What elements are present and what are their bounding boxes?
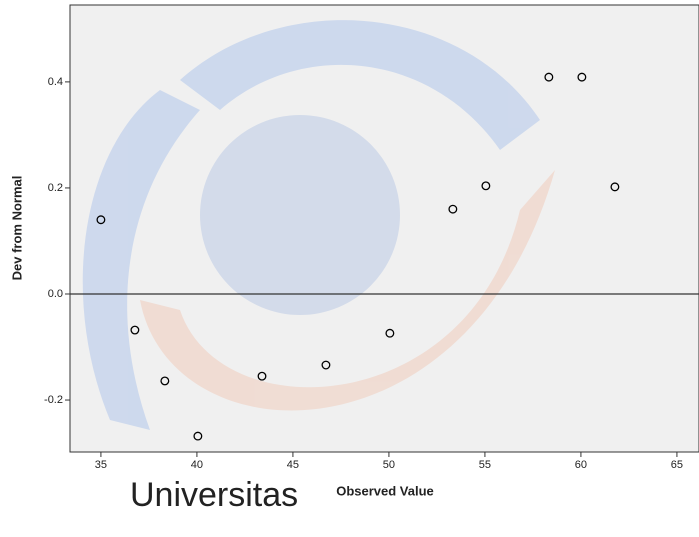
point: [385, 328, 395, 338]
x-tick-label: 50: [383, 459, 395, 471]
plot-area: [69, 4, 699, 453]
point: [193, 431, 203, 441]
x-tick-label: 60: [575, 459, 587, 471]
point: [610, 182, 620, 192]
y-tick-label: -0.2: [44, 394, 63, 406]
y-tick-label: 0.2: [48, 182, 63, 194]
point: [130, 325, 140, 335]
x-tick-label: 65: [671, 459, 683, 471]
point: [481, 181, 491, 191]
y-tick-label: 0.0: [48, 288, 63, 300]
watermark: Universitas: [130, 476, 298, 514]
x-tick-label: 55: [479, 459, 491, 471]
point: [448, 204, 458, 214]
x-tick-label: 40: [191, 459, 203, 471]
point: [96, 215, 106, 225]
x-tick-label: 35: [95, 459, 107, 471]
watermark-graphic: [82, 20, 555, 430]
point: [321, 360, 331, 370]
point: [160, 376, 170, 386]
y-axis-label: Dev from Normal: [9, 176, 24, 281]
x-tick-label: 45: [287, 459, 299, 471]
x-axis-label: Observed Value: [336, 483, 434, 498]
point: [257, 371, 267, 381]
point: [544, 72, 554, 82]
point: [577, 72, 587, 82]
y-tick-label: 0.4: [48, 76, 63, 88]
